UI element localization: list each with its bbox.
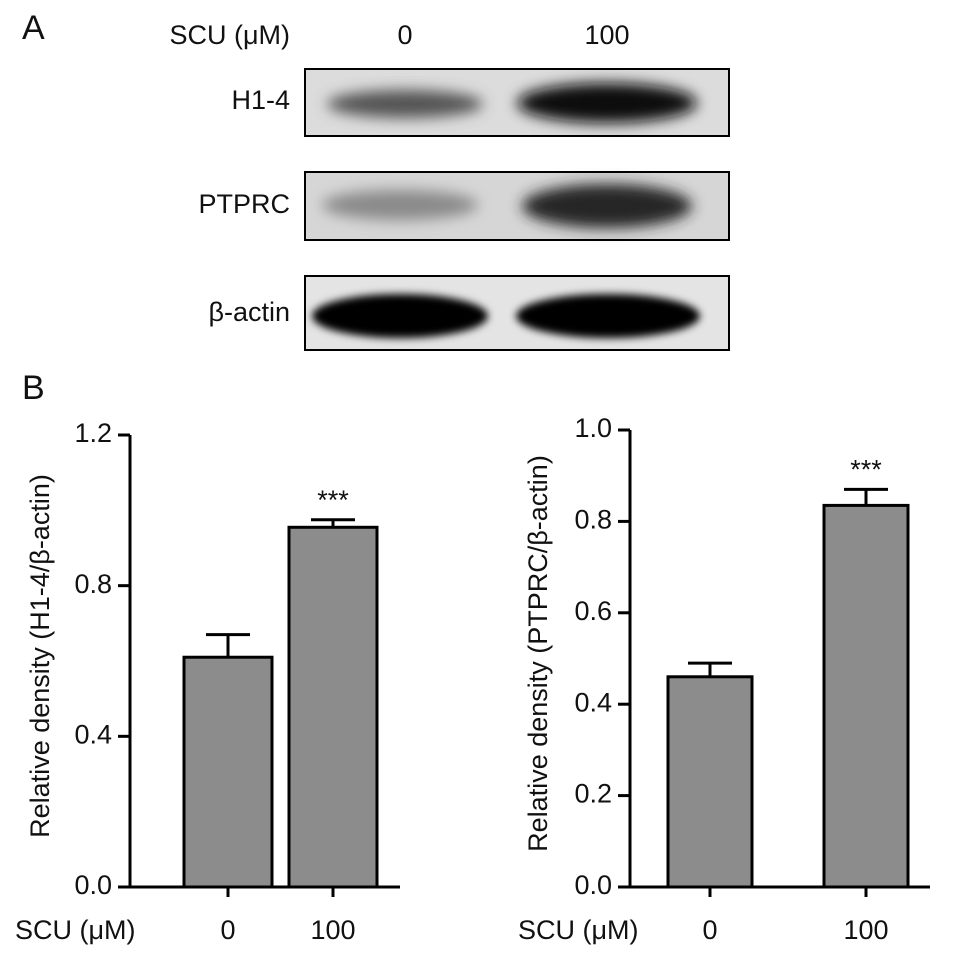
- x-axis-label: SCU (μM): [15, 915, 136, 945]
- x-tick-label: 0: [702, 915, 717, 945]
- y-axis-label: Relative density (PTPRC/β-actin): [523, 455, 553, 852]
- blot-row-label: β-actin: [208, 297, 290, 327]
- blot-row-label: PTPRC: [198, 189, 290, 219]
- blot-strip: [304, 275, 730, 351]
- significance-label: ***: [317, 485, 349, 515]
- blot-strip: [304, 68, 730, 137]
- bar: [822, 503, 910, 889]
- y-tick-label: 0.4: [74, 719, 112, 749]
- y-axis-label: Relative density (H1-4/β-actin): [25, 474, 55, 838]
- blot-strip: [304, 171, 730, 241]
- lane-label: 100: [584, 20, 629, 50]
- y-tick-label: 0.8: [574, 505, 612, 535]
- y-tick-label: 0.0: [574, 870, 612, 900]
- y-tick-label: 1.2: [74, 418, 112, 448]
- bar: [182, 655, 274, 889]
- bar: [287, 525, 379, 889]
- treatment-label: SCU (μM): [169, 20, 290, 50]
- x-axis-label: SCU (μM): [518, 915, 639, 945]
- y-tick-label: 0.0: [74, 870, 112, 900]
- significance-label: ***: [850, 455, 882, 485]
- blot-row-label: H1-4: [231, 85, 290, 115]
- y-tick-label: 0.6: [574, 596, 612, 626]
- y-tick-label: 0.8: [74, 569, 112, 599]
- lane-label: 0: [397, 20, 412, 50]
- y-tick-label: 0.2: [574, 779, 612, 809]
- y-tick-label: 1.0: [574, 413, 612, 443]
- x-tick-label: 100: [843, 915, 888, 945]
- bar: [666, 675, 754, 889]
- panel-label: B: [22, 369, 45, 407]
- y-tick-label: 0.4: [574, 687, 612, 717]
- x-tick-label: 100: [310, 915, 355, 945]
- panel-label: A: [22, 9, 45, 47]
- x-tick-label: 0: [220, 915, 235, 945]
